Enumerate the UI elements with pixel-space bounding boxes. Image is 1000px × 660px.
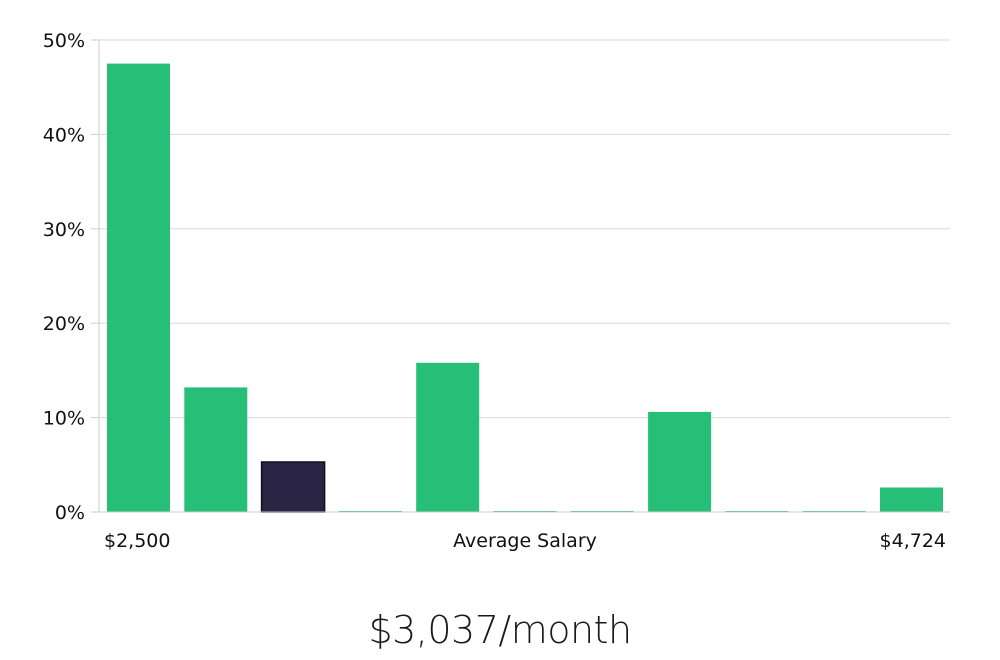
grid-lines bbox=[99, 39, 950, 419]
y-tick-label: 50% bbox=[43, 30, 85, 52]
average-salary-headline: $3,037/month bbox=[368, 608, 632, 652]
y-tick-label: 10% bbox=[43, 408, 85, 430]
bar bbox=[880, 487, 943, 512]
y-tick-label: 30% bbox=[43, 219, 85, 241]
x-min-label: $2,500 bbox=[104, 530, 170, 552]
bar bbox=[184, 387, 248, 512]
bar bbox=[648, 411, 712, 512]
x-max-label: $4,724 bbox=[880, 530, 946, 552]
bars bbox=[107, 63, 943, 513]
bar bbox=[107, 63, 170, 512]
salary-histogram: 0%10%20%30%40%50% $2,500 Average Salary … bbox=[43, 30, 950, 552]
axes bbox=[91, 39, 950, 513]
bar bbox=[416, 362, 480, 512]
bar-highlighted bbox=[260, 461, 326, 513]
y-tick-label: 20% bbox=[43, 313, 85, 335]
y-tick-labels: 0% 10% 20% 30% 40% 50% bbox=[43, 30, 85, 524]
y-tick-label: 0% bbox=[55, 502, 85, 524]
y-tick-label: 40% bbox=[43, 124, 85, 146]
x-axis-label: Average Salary bbox=[453, 530, 597, 552]
